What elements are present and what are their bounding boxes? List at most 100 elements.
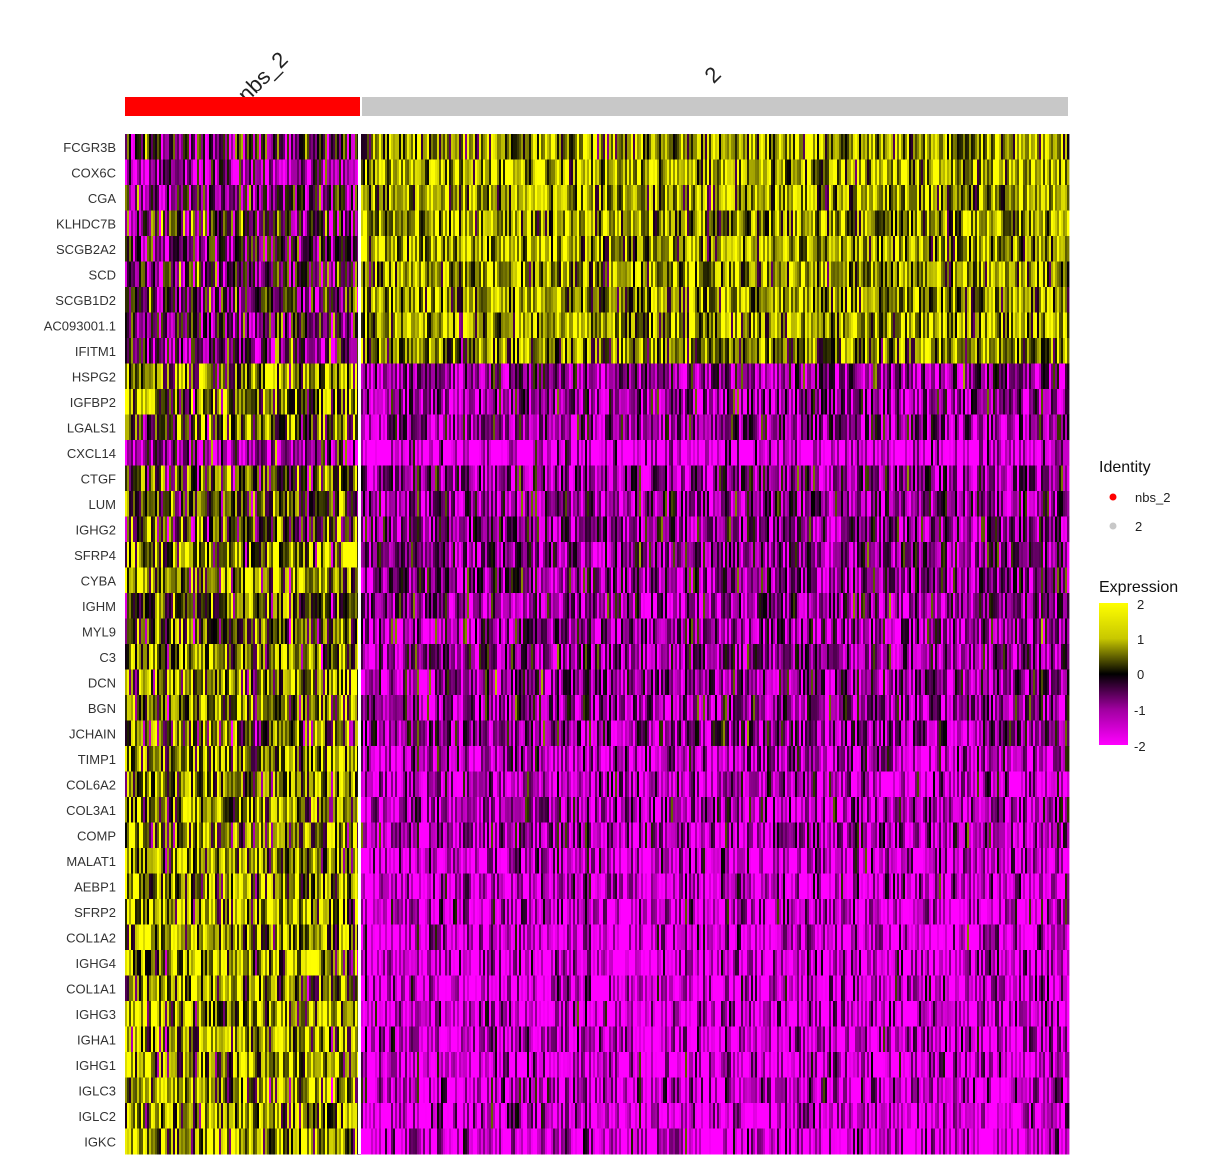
- heatmap-cell: [193, 134, 196, 160]
- heatmap-cell: [397, 312, 400, 339]
- heatmap-cell: [979, 134, 982, 160]
- heatmap-cell: [821, 134, 824, 160]
- heatmap-cell: [443, 185, 446, 211]
- heatmap-cell: [439, 236, 442, 262]
- heatmap-cell: [843, 236, 846, 262]
- heatmap-cell: [129, 312, 132, 339]
- heatmap-cell: [825, 185, 828, 211]
- heatmap-cell: [883, 338, 886, 364]
- heatmap-cell: [869, 236, 872, 262]
- heatmap-cell: [965, 185, 968, 211]
- heatmap-cell: [315, 287, 318, 313]
- heatmap-cell: [901, 159, 904, 186]
- heatmap-cell: [783, 159, 786, 186]
- heatmap-cell: [809, 134, 812, 160]
- heatmap-cell: [313, 312, 316, 339]
- heatmap-cell: [821, 185, 824, 211]
- heatmap-cell: [899, 134, 902, 160]
- heatmap-cell: [901, 338, 904, 364]
- heatmap-cell: [267, 312, 270, 339]
- heatmap-cell: [201, 236, 204, 262]
- heatmap-cell: [179, 338, 182, 364]
- heatmap-cell: [685, 134, 688, 160]
- heatmap-cell: [349, 210, 352, 237]
- heatmap-cell: [727, 312, 730, 339]
- heatmap-cell: [935, 185, 938, 211]
- heatmap-cell: [861, 185, 864, 211]
- heatmap-cell: [1023, 210, 1026, 237]
- heatmap-cell: [453, 312, 456, 339]
- heatmap-cell: [955, 185, 958, 211]
- heatmap-cell: [775, 159, 778, 186]
- heatmap-cell: [369, 210, 372, 237]
- heatmap-cell: [851, 185, 854, 211]
- heatmap-cell: [473, 287, 476, 313]
- heatmap-cell: [623, 261, 626, 288]
- heatmap-cell: [325, 236, 328, 262]
- heatmap-cell: [585, 134, 588, 160]
- heatmap-cell: [317, 312, 320, 339]
- heatmap-cell: [1041, 236, 1044, 262]
- heatmap-cell: [769, 261, 772, 288]
- heatmap-cell: [689, 185, 692, 211]
- heatmap-cell: [557, 312, 560, 339]
- heatmap-cell: [865, 210, 868, 237]
- heatmap-cell: [381, 236, 384, 262]
- heatmap-cell: [545, 236, 548, 262]
- heatmap-cell: [721, 159, 724, 186]
- heatmap-cell: [893, 312, 896, 339]
- heatmap-cell: [341, 287, 344, 313]
- heatmap-cell: [519, 287, 522, 313]
- heatmap-cell: [337, 236, 340, 262]
- heatmap-cell: [977, 134, 980, 160]
- heatmap-cell: [935, 338, 938, 364]
- heatmap-cell: [627, 185, 630, 211]
- heatmap-cell: [443, 159, 446, 186]
- heatmap-cell: [1023, 287, 1026, 313]
- heatmap-cell: [747, 338, 750, 364]
- heatmap-cell: [409, 134, 412, 160]
- heatmap-cell: [939, 236, 942, 262]
- heatmap-cell: [1053, 134, 1056, 160]
- heatmap-cell: [437, 338, 440, 364]
- heatmap-cell: [755, 185, 758, 211]
- heatmap-cell: [825, 236, 828, 262]
- heatmap-cell: [605, 261, 608, 288]
- heatmap-cell: [397, 261, 400, 288]
- heatmap-cell: [823, 134, 826, 160]
- heatmap-cell: [381, 287, 384, 313]
- heatmap-cell: [861, 134, 864, 160]
- heatmap-cell: [757, 287, 760, 313]
- heatmap-cell: [1039, 159, 1042, 186]
- heatmap-cell: [407, 159, 410, 186]
- heatmap-cell: [1039, 134, 1042, 160]
- heatmap-cell: [803, 185, 806, 211]
- heatmap-cell: [587, 236, 590, 262]
- heatmap-cell: [447, 312, 450, 339]
- heatmap-cell: [159, 159, 162, 186]
- heatmap-cell: [361, 261, 364, 288]
- heatmap-cell: [621, 312, 624, 339]
- heatmap-cell: [935, 210, 938, 237]
- heatmap-cell: [747, 261, 750, 288]
- heatmap-cell: [1037, 159, 1040, 186]
- heatmap-cell: [815, 210, 818, 237]
- heatmap-cell: [235, 312, 238, 339]
- heatmap-cell: [1041, 338, 1044, 364]
- heatmap-cell: [149, 261, 152, 288]
- heatmap-cell: [749, 236, 752, 262]
- heatmap-cell: [849, 312, 852, 339]
- heatmap-cell: [193, 185, 196, 211]
- heatmap-cell: [405, 134, 408, 160]
- heatmap-cell: [953, 312, 956, 339]
- heatmap-cell: [507, 134, 510, 160]
- heatmap-cell: [737, 312, 740, 339]
- heatmap-cell: [297, 210, 300, 237]
- heatmap-cell: [345, 338, 348, 364]
- heatmap-cell: [609, 236, 612, 262]
- heatmap-cell: [921, 287, 924, 313]
- heatmap-cell: [469, 185, 472, 211]
- heatmap-cell: [575, 312, 578, 339]
- heatmap-cell: [377, 159, 380, 186]
- heatmap-cell: [559, 134, 562, 160]
